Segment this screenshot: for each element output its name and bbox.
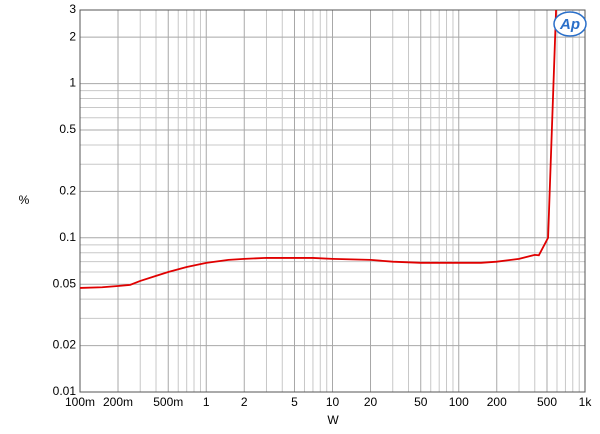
x-tick-label: 200 (487, 395, 507, 409)
x-tick-label: 1 (203, 395, 210, 409)
x-tick-label: 10 (326, 395, 340, 409)
x-tick-label: 500m (153, 395, 183, 409)
x-tick-label: 500 (537, 395, 557, 409)
x-tick-label: 100m (65, 395, 95, 409)
x-axis-label: W (327, 413, 339, 427)
x-tick-label: 20 (364, 395, 378, 409)
y-tick-label: 0.2 (59, 184, 76, 198)
x-tick-label: 2 (241, 395, 248, 409)
plot-frame (79, 9, 586, 393)
x-tick-label: 5 (291, 395, 298, 409)
x-tick-label: 200m (103, 395, 133, 409)
x-tick-label: 1k (579, 395, 593, 409)
y-tick-label: 3 (69, 2, 76, 16)
x-tick-label: 50 (414, 395, 428, 409)
data-line (80, 10, 557, 289)
y-tick-label: 0.1 (59, 230, 76, 244)
y-tick-label: 0.05 (53, 276, 77, 290)
y-tick-label: 1 (69, 76, 76, 90)
y-tick-label: 0.5 (59, 122, 76, 136)
logo: Ap (559, 16, 580, 33)
x-tick-label: 100 (449, 395, 469, 409)
y-tick-label: 0.01 (53, 384, 77, 398)
logo-badge (553, 11, 587, 37)
y-tick-label: 0.02 (53, 338, 77, 352)
y-tick-label: 2 (69, 29, 76, 43)
y-axis-label: % (19, 193, 30, 207)
